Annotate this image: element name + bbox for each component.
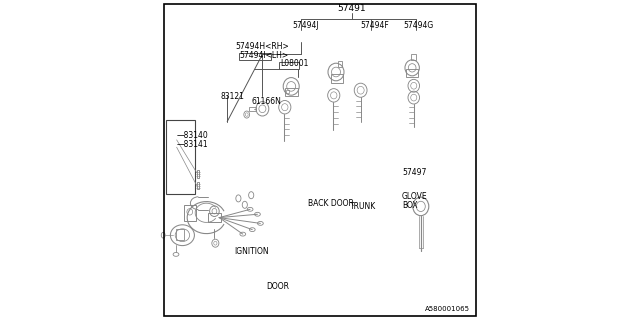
Text: 57494F: 57494F (360, 21, 388, 30)
Text: 61166N: 61166N (251, 97, 281, 106)
Bar (184, 205, 196, 221)
Text: 57494G: 57494G (404, 21, 434, 30)
Text: 57494H<RH>: 57494H<RH> (236, 42, 289, 51)
Bar (285, 90, 289, 93)
Bar (280, 62, 298, 69)
Bar (197, 182, 200, 189)
Text: BOX: BOX (403, 201, 418, 210)
Bar (285, 88, 298, 96)
Bar (176, 229, 184, 240)
Text: 57494I<LH>: 57494I<LH> (239, 51, 289, 60)
Text: 57494J: 57494J (292, 21, 319, 30)
Text: 57491: 57491 (338, 4, 366, 13)
Text: 83121: 83121 (221, 92, 244, 101)
Bar (248, 107, 256, 111)
Bar (197, 170, 200, 178)
Text: BACK DOOR: BACK DOOR (308, 199, 354, 208)
Text: TRUNK: TRUNK (349, 202, 376, 211)
Bar (412, 54, 416, 60)
Text: L08001: L08001 (280, 59, 308, 68)
Bar (338, 61, 342, 67)
Text: A580001065: A580001065 (425, 306, 470, 312)
Bar (406, 69, 418, 77)
Text: —83141: —83141 (177, 140, 208, 149)
Text: GLOVE: GLOVE (401, 192, 427, 201)
Bar (208, 213, 221, 222)
Text: —83140: —83140 (177, 131, 209, 140)
Text: 57497: 57497 (402, 168, 427, 177)
Text: DOOR: DOOR (266, 282, 289, 291)
Text: IGNITION: IGNITION (234, 247, 269, 256)
Bar (331, 74, 343, 83)
Bar (239, 53, 271, 60)
Bar (166, 120, 195, 194)
